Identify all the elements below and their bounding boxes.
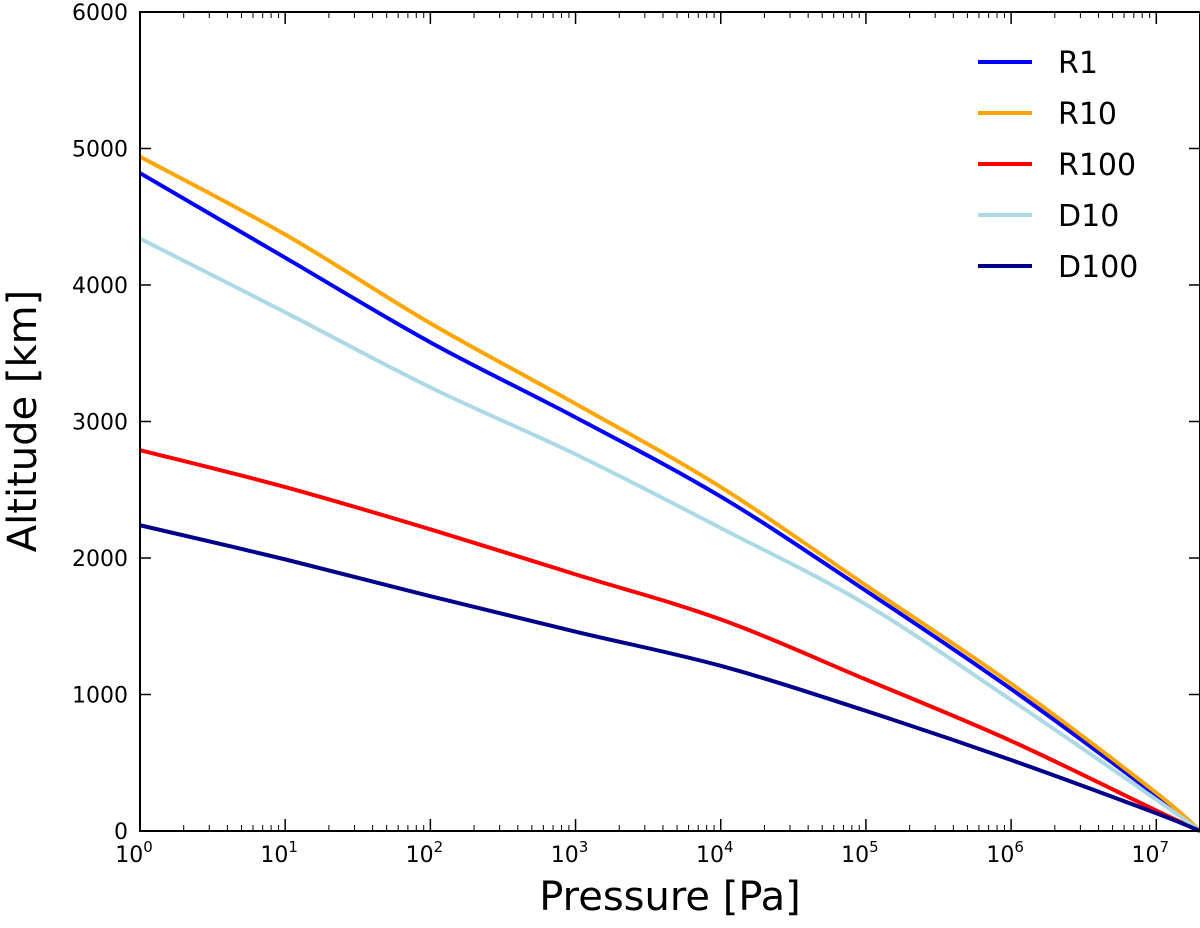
legend: R1 R10 R100 D10 D100: [978, 46, 1138, 285]
x-tick-label: 107: [1132, 838, 1170, 868]
x-tick-base: 10: [260, 843, 288, 868]
x-tick-base: 10: [986, 843, 1014, 868]
y-tick-label: 2000: [72, 547, 128, 572]
y-axis-title: Altitude [km]: [0, 290, 46, 552]
x-tick-exponent: 0: [143, 838, 153, 856]
x-tick-label: 101: [260, 838, 298, 868]
y-tick-label: 3000: [72, 411, 128, 436]
x-tick-label: 104: [696, 838, 734, 868]
x-tick-base: 10: [841, 843, 869, 868]
x-tick-base: 10: [1132, 843, 1160, 868]
series-line-d100: [139, 523, 1200, 833]
series-line-r100: [139, 448, 1200, 833]
x-tick-exponent: 2: [434, 838, 444, 856]
x-tick-exponent: 5: [869, 838, 879, 856]
y-tick-label: 6000: [72, 1, 128, 26]
y-tick-label: 1000: [72, 684, 128, 709]
legend-label-r100: R100: [1058, 148, 1136, 183]
x-tick-label: 102: [406, 838, 444, 868]
x-tick-base: 10: [696, 843, 724, 868]
series-line-r1: [138, 171, 1200, 833]
x-tick-label: 106: [986, 838, 1024, 868]
y-tick-label: 0: [114, 820, 128, 845]
series-line-r10: [139, 154, 1200, 833]
x-tick-base: 10: [551, 843, 579, 868]
series-layer: [138, 154, 1200, 833]
x-tick-label: 103: [551, 838, 589, 868]
x-tick-exponent: 6: [1014, 838, 1024, 856]
legend-label-d100: D100: [1058, 250, 1138, 285]
x-tick-label: 100: [115, 838, 153, 868]
x-axis-title: Pressure [Pa]: [539, 874, 801, 920]
y-tick-label: 4000: [72, 274, 128, 299]
series-line-d10: [139, 236, 1200, 833]
x-tick-exponent: 1: [288, 838, 298, 856]
x-tick-base: 10: [406, 843, 434, 868]
legend-label-r10: R10: [1058, 97, 1117, 132]
x-tick-label: 105: [841, 838, 879, 868]
x-tick-exponent: 4: [724, 838, 734, 856]
x-tick-base: 10: [115, 843, 143, 868]
x-tick-exponent: 3: [579, 838, 589, 856]
legend-label-r1: R1: [1058, 46, 1098, 81]
legend-label-d10: D10: [1058, 199, 1119, 234]
y-tick-label: 5000: [72, 138, 128, 163]
x-tick-exponent: 7: [1160, 838, 1170, 856]
